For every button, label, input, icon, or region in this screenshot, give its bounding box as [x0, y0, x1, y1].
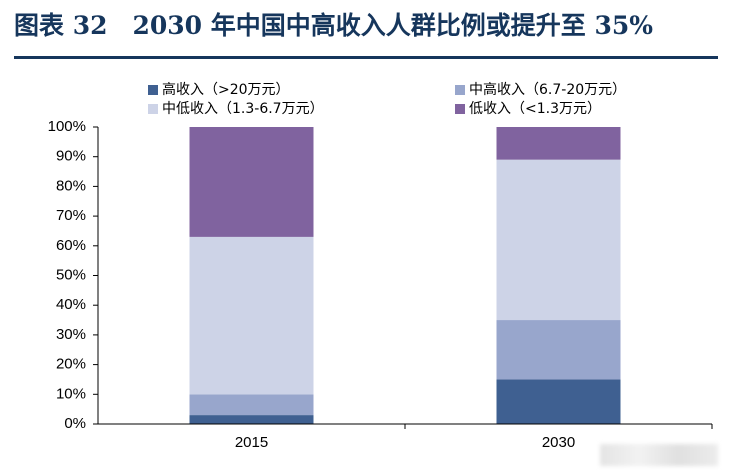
- legend-label: 中高收入（6.7-20万元）: [469, 81, 626, 98]
- watermark-blur: [600, 444, 718, 466]
- y-tick-label: 50%: [56, 266, 86, 283]
- legend-label: 中低收入（1.3-6.7万元）: [162, 101, 324, 117]
- x-tick-label: 2030: [542, 434, 575, 451]
- legend-swatch: [455, 104, 465, 114]
- title-divider: [14, 56, 718, 59]
- y-tick-label: 30%: [56, 326, 86, 343]
- y-tick-label: 20%: [56, 356, 86, 373]
- bar-segment: [189, 127, 314, 237]
- y-tick-label: 60%: [56, 237, 86, 254]
- legend-swatch: [455, 85, 465, 95]
- y-tick-label: 90%: [56, 148, 86, 165]
- y-tick-label: 100%: [48, 118, 86, 135]
- y-tick-label: 0%: [64, 415, 86, 432]
- chart-title: 图表 32 2030 年中国中高收入人群比例或提升至 35%: [14, 11, 654, 40]
- legend-swatch: [148, 85, 158, 95]
- legend-label: 高收入（>20万元）: [162, 81, 290, 98]
- x-axis: 2015 2030: [98, 423, 713, 451]
- bar-segment: [189, 236, 314, 395]
- bar-segment: [496, 127, 621, 160]
- bars: [189, 127, 621, 424]
- y-tick-label: 40%: [56, 296, 86, 313]
- bar-segment: [189, 415, 314, 424]
- bar-segment: [496, 159, 621, 321]
- y-axis: 0% 10% 20% 30% 40% 50% 60% 70% 80% 90% 100%: [48, 118, 99, 432]
- bar-segment: [189, 394, 314, 416]
- bar-segment: [496, 320, 621, 380]
- x-tick-label: 2015: [235, 434, 268, 451]
- legend-label: 低收入（<1.3万元）: [469, 101, 601, 117]
- y-tick-label: 10%: [56, 385, 86, 402]
- y-tick-label: 70%: [56, 207, 86, 224]
- legend: 高收入（>20万元） 中高收入（6.7-20万元） 中低收入（1.3-6.7万元） 低…: [148, 81, 626, 117]
- y-tick-label: 80%: [56, 177, 86, 194]
- bar-segment: [496, 379, 621, 424]
- legend-swatch: [148, 104, 158, 114]
